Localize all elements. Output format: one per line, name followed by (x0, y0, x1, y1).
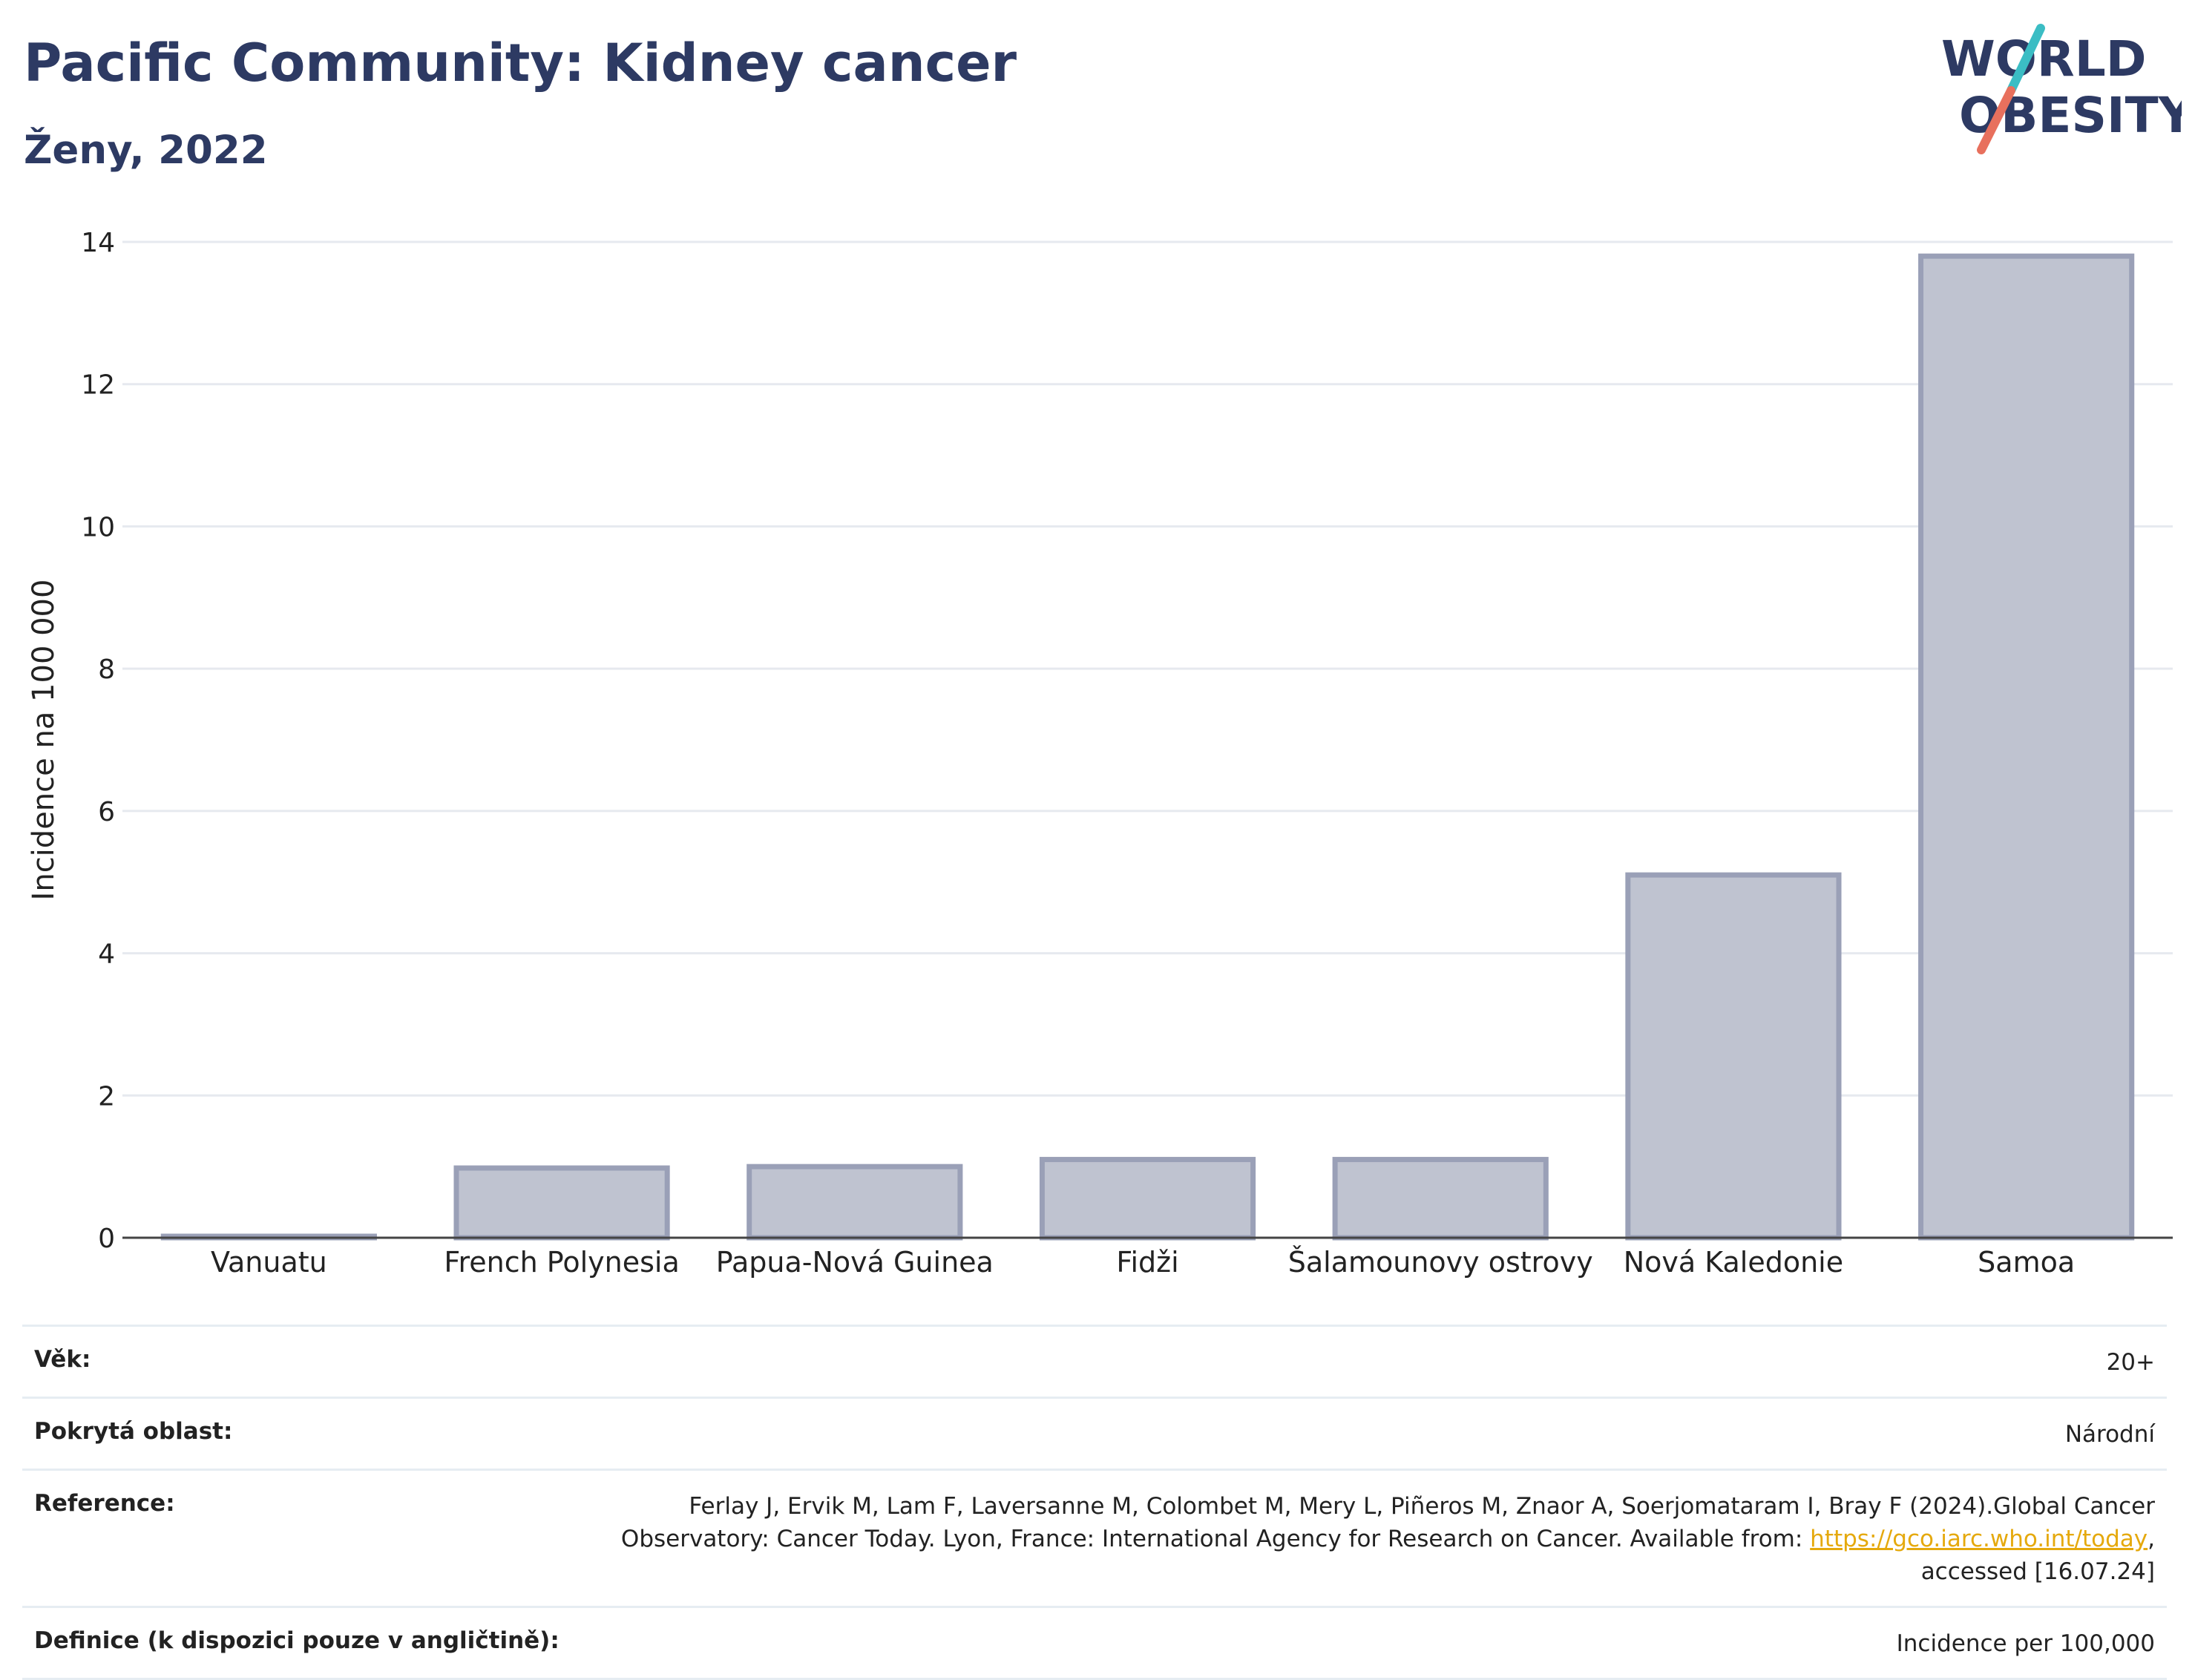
y-tick-label: 0 (98, 1224, 115, 1254)
logo-slash-top (2007, 24, 2045, 95)
meta-row-reference: Reference: Ferlay J, Ervik M, Lam F, Lav… (22, 1469, 2167, 1606)
x-tick-label: Fidži (1116, 1246, 1178, 1279)
meta-row-coverage: Pokrytá oblast: Národní (22, 1397, 2167, 1469)
meta-label-definition: Definice (k dispozici pouze v angličtině… (34, 1627, 560, 1654)
chart-subtitle: Ženy, 2022 (24, 128, 268, 173)
x-tick-label: Nová Kaledonie (1624, 1246, 1843, 1279)
bar-2[interactable] (747, 1164, 963, 1241)
meta-value-definition: Incidence per 100,000 (1896, 1630, 2155, 1657)
meta-label-coverage: Pokrytá oblast: (34, 1418, 233, 1445)
meta-value-age: 20+ (2106, 1349, 2155, 1376)
bar-5[interactable] (1625, 872, 1842, 1241)
reference-link[interactable]: https://gco.iarc.who.int/today (1810, 1526, 2148, 1552)
y-tick-label: 8 (98, 654, 115, 685)
bar-4[interactable] (1332, 1157, 1549, 1241)
bars-layer (160, 253, 2135, 1241)
x-tick-label: French Polynesia (444, 1246, 679, 1279)
reference-text-part2: , accessed [16.07.24] (1920, 1526, 2155, 1585)
y-tick-label: 12 (81, 370, 115, 401)
x-tick-label: Šalamounovy ostrovy (1288, 1246, 1593, 1279)
axis-layer: 0 2 4 6 8 10 12 14 Vanuatu French Polynesia Papua-… (81, 228, 2173, 1279)
meta-value-coverage: Národní (2064, 1421, 2155, 1448)
reference-text-part1: Ferlay J, Ervik M, Lam F, Laversanne M, … (620, 1493, 2155, 1552)
logo-line1: WORLD (1941, 30, 2147, 88)
x-tick-label: Vanuatu (211, 1246, 327, 1279)
y-axis-label: Incidence na 100 000 (27, 580, 61, 901)
meta-row-definition: Definice (k dispozici pouze v angličtině… (22, 1606, 2167, 1680)
y-tick-label: 10 (81, 512, 115, 542)
meta-label-reference: Reference: (34, 1490, 175, 1517)
grid-layer (122, 240, 2173, 1097)
y-tick-label: 14 (81, 228, 115, 258)
bar-chart: 0 2 4 6 8 10 12 14 Vanuatu French Polynesia Papua-… (27, 228, 2173, 1279)
x-tick-label: Papua-Nová Guinea (716, 1246, 994, 1279)
y-tick-label: 2 (98, 1081, 115, 1112)
bar-1[interactable] (453, 1165, 670, 1241)
y-tick-label: 4 (98, 939, 115, 970)
bar-6[interactable] (1918, 253, 2135, 1241)
meta-row-age: Věk: 20+ (22, 1325, 2167, 1397)
bar-3[interactable] (1039, 1157, 1256, 1241)
meta-value-reference: Ferlay J, Ervik M, Lam F, Laversanne M, … (560, 1490, 2155, 1588)
meta-label-age: Věk: (34, 1346, 91, 1373)
logo-slash-bottom (1977, 86, 2015, 154)
world-obesity-logo: WORLD OBESITY (1941, 24, 2182, 154)
metadata-table: Věk: 20+ Pokrytá oblast: Národní Referen… (22, 1325, 2167, 1680)
chart-title: Pacific Community: Kidney cancer (24, 33, 1017, 93)
x-tick-label: Samoa (1978, 1246, 2075, 1279)
y-tick-label: 6 (98, 797, 115, 827)
